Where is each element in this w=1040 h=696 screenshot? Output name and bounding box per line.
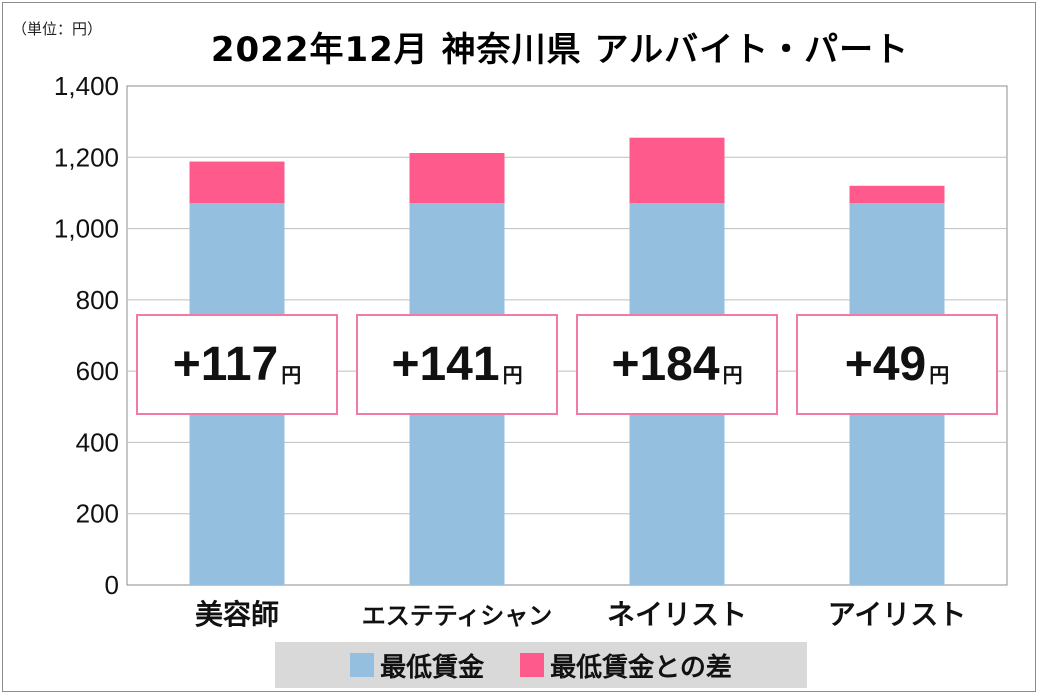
difference-value: +49 [844,338,927,391]
chart-title: 2022年12月 神奈川県 アルバイト・パート [210,30,910,70]
difference-value: +141 [391,338,500,391]
legend-swatch-diff [520,653,545,677]
bar-diff [409,153,505,204]
legend-item-diff: 最低賃金との差 [520,647,732,684]
legend-label-base: 最低賃金 [380,652,485,683]
y-tick-label: 800 [76,285,119,315]
y-tick-label: 200 [76,499,119,529]
x-category-label: アイリスト [828,598,967,631]
difference-callout: +117 円 [136,314,338,415]
y-tick-label: 0 [105,570,119,600]
unit-label: （単位：円） [12,20,103,38]
difference-unit: 円 [722,363,743,387]
y-tick-label: 1,400 [54,71,119,101]
y-tick-label: 1,200 [54,142,119,172]
difference-callout: +49 円 [796,314,998,415]
x-category-label: 美容師 [195,598,279,631]
legend: 最低賃金 最低賃金との差 [275,642,807,688]
difference-unit: 円 [281,363,302,387]
legend-swatch-base [350,653,375,677]
y-tick-label: 600 [76,356,119,386]
difference-value: +184 [611,338,720,391]
difference-value: +117 [172,338,279,391]
difference-callout: +141 円 [356,314,558,415]
x-category-label: ネイリスト [607,598,747,631]
bar-diff [629,137,725,204]
difference-callout: +184 円 [576,314,778,415]
bar-diff [849,185,945,204]
difference-unit: 円 [502,363,523,387]
x-category-label: エステティシャン [362,602,553,630]
legend-label-diff: 最低賃金との差 [550,652,732,683]
y-tick-label: 1,000 [54,214,119,244]
y-tick-label: 400 [76,427,119,457]
legend-item-base: 最低賃金 [350,647,484,684]
difference-unit: 円 [929,363,950,387]
plot-area [126,85,1008,586]
bar-diff [189,161,285,204]
